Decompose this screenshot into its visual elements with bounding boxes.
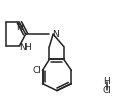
Text: N: N [52, 30, 59, 39]
Text: N: N [20, 43, 26, 51]
Text: H: H [104, 77, 110, 86]
Text: Cl: Cl [33, 66, 42, 75]
Text: N: N [16, 23, 23, 32]
Text: H: H [24, 43, 30, 51]
Text: Cl: Cl [102, 86, 111, 95]
